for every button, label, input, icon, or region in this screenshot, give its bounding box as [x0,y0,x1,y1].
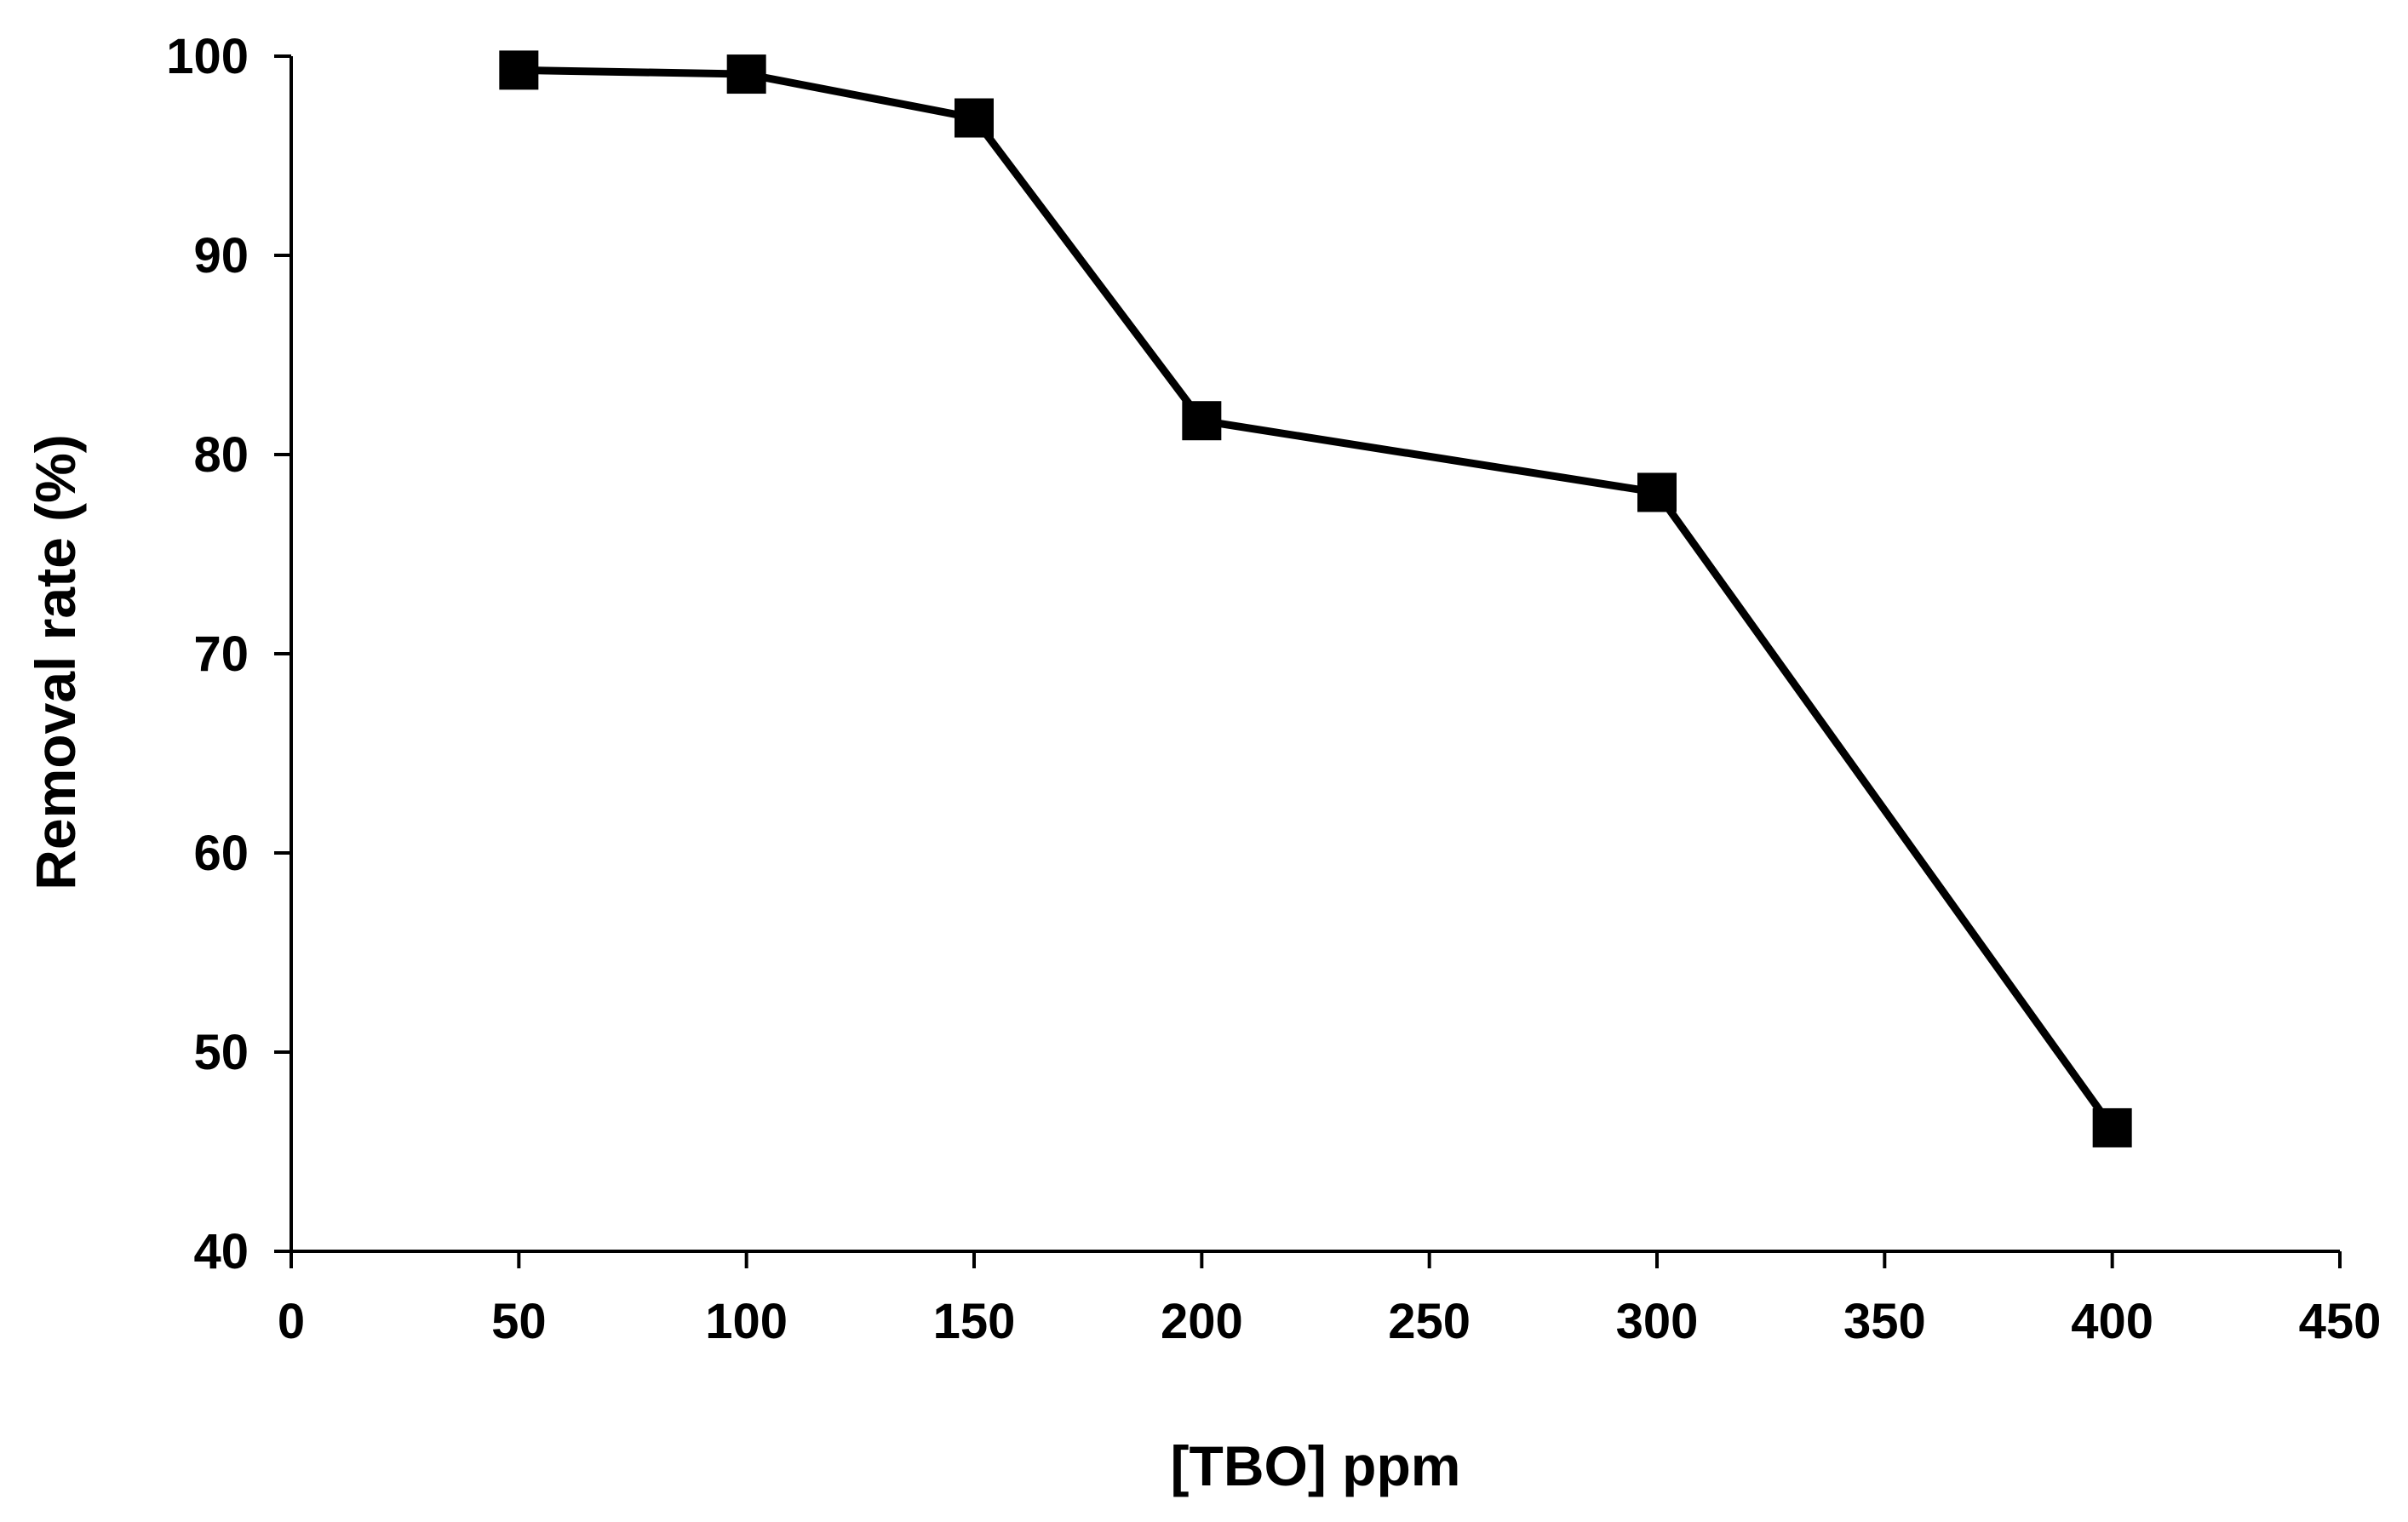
series-group [499,50,2132,1147]
y-tick-label: 40 [193,1224,249,1279]
x-tick-label: 450 [2299,1294,2382,1349]
x-axis-ticks: 0 50 100 150 200 250 300 350 400 450 [278,1251,2382,1349]
x-tick-label: 200 [1161,1294,1243,1349]
x-tick-label: 100 [705,1294,788,1349]
x-tick-label: 250 [1388,1294,1471,1349]
data-point-marker [2092,1107,2132,1147]
data-point-marker [499,50,539,90]
series-line [519,66,2116,1130]
data-point-marker [1182,401,1222,441]
x-tick-label: 50 [491,1294,547,1349]
data-point-marker [726,54,766,94]
y-tick-label: 50 [193,1025,249,1080]
x-tick-label: 300 [1616,1294,1699,1349]
y-axis-title: Removal rate (%) [24,434,87,890]
y-tick-label: 100 [166,29,249,84]
x-tick-label: 350 [1843,1294,1926,1349]
x-tick-label: 0 [278,1294,305,1349]
x-axis-title: [TBO] ppm [1171,1434,1461,1497]
x-tick-label: 400 [2071,1294,2153,1349]
data-point-marker [955,98,994,138]
y-tick-label: 80 [193,427,249,483]
y-tick-label: 70 [193,627,249,682]
y-tick-label: 60 [193,826,249,881]
data-point-marker [1637,472,1677,512]
x-tick-label: 150 [933,1294,1016,1349]
y-axis-ticks: 40 50 60 70 80 90 100 [166,29,291,1279]
y-tick-label: 90 [193,228,249,283]
